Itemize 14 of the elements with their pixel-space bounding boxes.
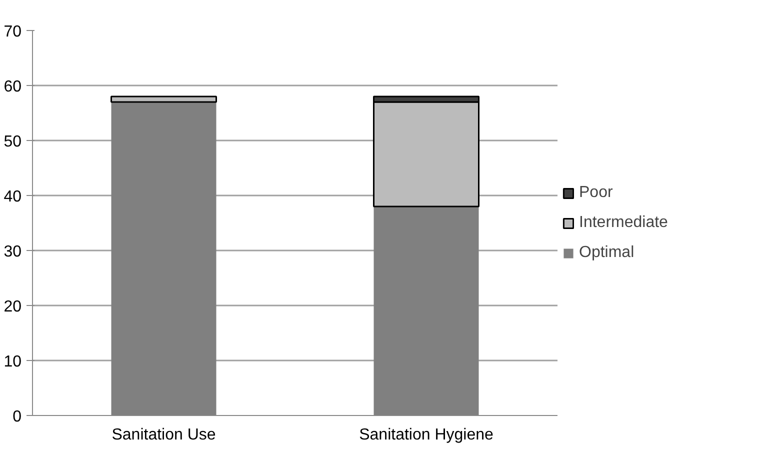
y-tick-label: 70 [4, 24, 22, 40]
y-tick-label: 60 [4, 78, 22, 96]
y-tick-label: 30 [4, 244, 22, 260]
legend-label: Intermediate [579, 214, 668, 232]
y-tick-label: 50 [4, 134, 22, 150]
y-tick-label: 20 [4, 298, 22, 316]
bar [110, 96, 217, 103]
x-tick-label: Sanitation Hygiene [359, 426, 494, 444]
y-tick-label: 10 [4, 354, 22, 370]
x-tick-label: Sanitation Use [112, 426, 216, 444]
y-tick-label: 0 [12, 408, 22, 426]
legend-label: Poor [579, 184, 613, 202]
legend-label: Optimal [579, 244, 634, 262]
y-tick-label: 40 [4, 188, 22, 206]
